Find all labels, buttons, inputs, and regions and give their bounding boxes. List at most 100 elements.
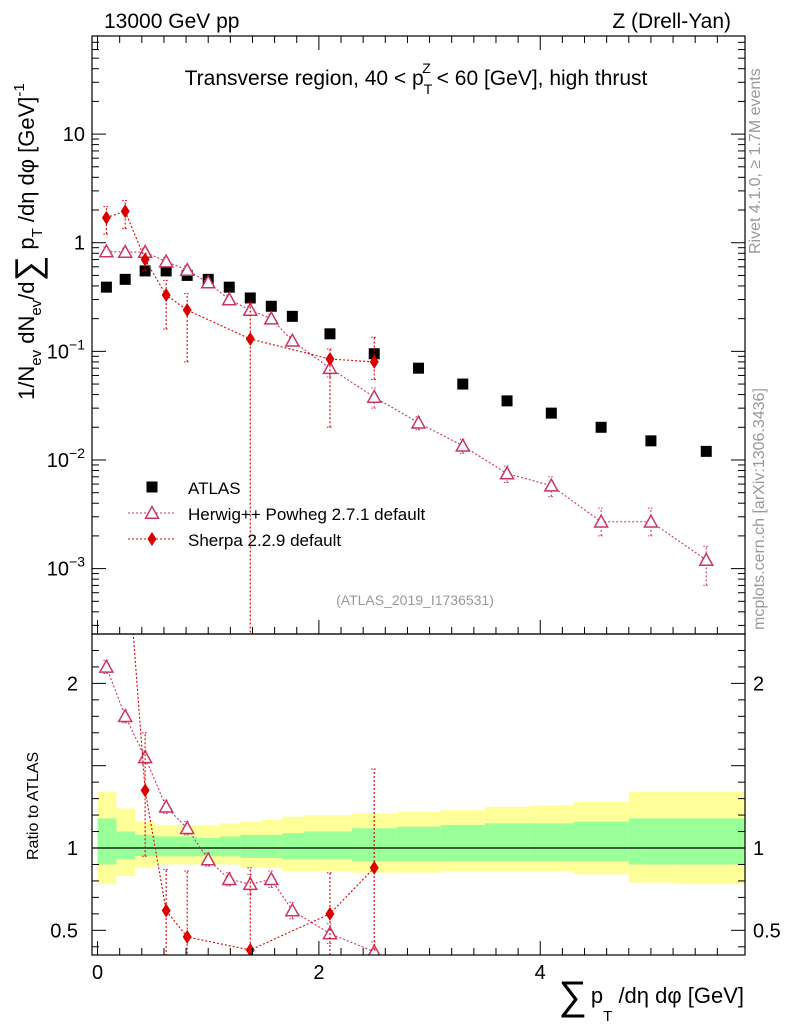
legend-label-herwig-powheg-2-7-1-default: Herwig++ Powheg 2.7.1 default	[188, 505, 425, 524]
legend-marker-sherpa-2-2-9-default	[147, 532, 157, 546]
stat-band-segment	[116, 831, 136, 860]
stat-band-segment	[628, 818, 674, 865]
x-tick-label: 2	[313, 962, 324, 984]
ylabel-ev-sub-2: ev	[28, 299, 45, 315]
herwig-powheg-2-7-1-default-ratio-point	[200, 851, 216, 866]
x-axis-label: ∑ pT /dη dφ [GeV]	[558, 974, 744, 1024]
ylabel-T-sub: T	[29, 228, 46, 237]
herwig-powheg-2-7-1-default-point	[117, 244, 133, 259]
stat-band-segment	[303, 831, 353, 860]
stat-band-segment	[176, 836, 198, 857]
atlas-point	[645, 435, 657, 447]
atlas-point	[223, 281, 235, 293]
sherpa-2-2-9-default-point	[182, 303, 192, 318]
ylabel-part-c: /d	[14, 281, 39, 299]
tick-exponent: −3	[69, 554, 85, 570]
process-label: Z (Drell-Yan)	[612, 10, 731, 33]
stat-band-segment	[261, 834, 283, 858]
ratio-panel: 0.5 0.5 1 1 2 2 0 2 4	[50, 633, 781, 984]
ratio-y-tick-label: 0.5	[50, 920, 78, 942]
ylabel-sum-symbol: ∑	[7, 256, 48, 282]
herwig-powheg-2-7-1-default-point	[284, 332, 301, 347]
energy-label: 13000 GeV pp	[104, 10, 239, 33]
title-pt-sub: T	[424, 81, 433, 97]
herwig-powheg-2-7-1-default-point	[98, 243, 115, 258]
sherpa-2-2-9-default-point	[140, 252, 150, 267]
atlas-point	[119, 273, 131, 285]
stat-band-segment	[219, 836, 241, 857]
herwig-powheg-2-7-1-default-point	[593, 513, 609, 528]
herwig-powheg-2-7-1-default-point	[499, 465, 515, 480]
ratio-y-axis-label: Ratio to ATLAS	[25, 752, 42, 860]
main-y-axis-label: 1/Nev dNev/d∑ pT /dη dφ [GeV]-1	[7, 83, 48, 400]
title-part-1: Transverse region, 40 <	[185, 67, 412, 90]
ratio-y-tick-label-right: 1	[753, 838, 764, 860]
atlas-point	[286, 310, 298, 322]
sherpa-2-2-9-default-ratio-point	[369, 860, 379, 875]
atlas-point	[100, 281, 112, 293]
stat-band-segment	[673, 818, 745, 865]
herwig-powheg-2-7-1-default-point	[221, 291, 238, 306]
sherpa-2-2-9-default-line	[106, 210, 375, 363]
legend-marker-herwig-powheg-2-7-1-default	[144, 504, 160, 519]
title-pt-symbol: p	[412, 67, 424, 90]
atlas-point	[700, 445, 712, 457]
herwig-powheg-2-7-1-default-point	[366, 388, 383, 403]
xlabel-rest: /dη dφ [GeV]	[612, 983, 744, 1008]
stat-band-segment	[484, 823, 530, 862]
sherpa-2-2-9-default-point	[101, 210, 111, 225]
x-tick-label: 0	[92, 962, 103, 984]
ylabel-part-a: 1/N	[14, 366, 39, 400]
main-y-tick-label: 10−2	[47, 445, 85, 472]
tick-exponent: −1	[69, 336, 85, 352]
stat-band-segment	[529, 823, 574, 862]
herwig-powheg-2-7-1-default-point	[698, 551, 715, 566]
title-pt-sup: Z	[422, 60, 431, 76]
analysis-id: (ATLAS_2019_I1736531)	[336, 592, 494, 608]
mcplots-label: mcplots.cern.ch [arXiv:1306.3436]	[751, 388, 768, 630]
atlas-point	[457, 378, 469, 390]
tick-base: 10	[47, 559, 69, 581]
legend: ATLAS Herwig++ Powheg 2.7.1 default Sherpa…	[128, 479, 425, 550]
tick-base: 10	[47, 341, 69, 363]
atlas-point	[501, 395, 513, 407]
sherpa-2-2-9-default-point	[325, 352, 335, 367]
sherpa-2-2-9-default-point	[245, 331, 255, 346]
herwig-powheg-2-7-1-default-point	[543, 477, 560, 492]
x-tick-label: 4	[535, 962, 546, 984]
title-part-2: < 60 [GeV], high thrust	[431, 67, 648, 90]
herwig-powheg-2-7-1-default-ratio-point	[158, 798, 174, 813]
sherpa-2-2-9-default-point	[369, 354, 379, 369]
main-y-tick-label: 10	[63, 124, 85, 146]
stat-band-segment	[440, 824, 485, 862]
herwig-powheg-2-7-1-default-ratio-point	[284, 902, 301, 917]
sherpa-2-2-9-default-ratio-point	[182, 929, 192, 944]
xlabel-p: p	[591, 983, 603, 1008]
tick-exponent: −2	[69, 445, 85, 461]
main-data	[98, 199, 715, 634]
herwig-powheg-2-7-1-default-point	[263, 310, 280, 325]
ratio-y-tick-label: 1	[67, 838, 78, 860]
ylabel-ev-sub: ev	[28, 349, 45, 365]
ylabel-exp-sup: -1	[11, 83, 28, 96]
rivet-version-label: Rivet 4.1.0, ≥ 1.7M events	[747, 68, 764, 254]
ratio-frame	[91, 633, 746, 956]
herwig-powheg-2-7-1-default-ratio-point	[117, 708, 133, 723]
sherpa-2-2-9-default-point	[120, 204, 130, 219]
herwig-powheg-2-7-1-default-point	[158, 253, 174, 268]
chart-title: Transverse region, 40 < pTZ < 60 [GeV], …	[185, 60, 648, 97]
atlas-point	[265, 300, 277, 312]
herwig-powheg-2-7-1-default-point	[410, 414, 427, 429]
atlas-point	[545, 407, 557, 419]
ylabel-part-e: /dη dφ [GeV]	[14, 97, 39, 229]
atlas-point	[160, 265, 172, 277]
ratio-y-tick-label-right: 0.5	[753, 920, 781, 942]
herwig-powheg-2-7-1-default-point	[179, 262, 195, 277]
main-y-tick-label: 10−1	[47, 336, 85, 363]
sherpa-2-2-9-default-ratio-point	[140, 783, 150, 798]
xlabel-T-sub: T	[603, 1008, 612, 1024]
atlas-point	[244, 292, 256, 304]
sherpa-2-2-9-default-ratio-point	[161, 903, 171, 918]
